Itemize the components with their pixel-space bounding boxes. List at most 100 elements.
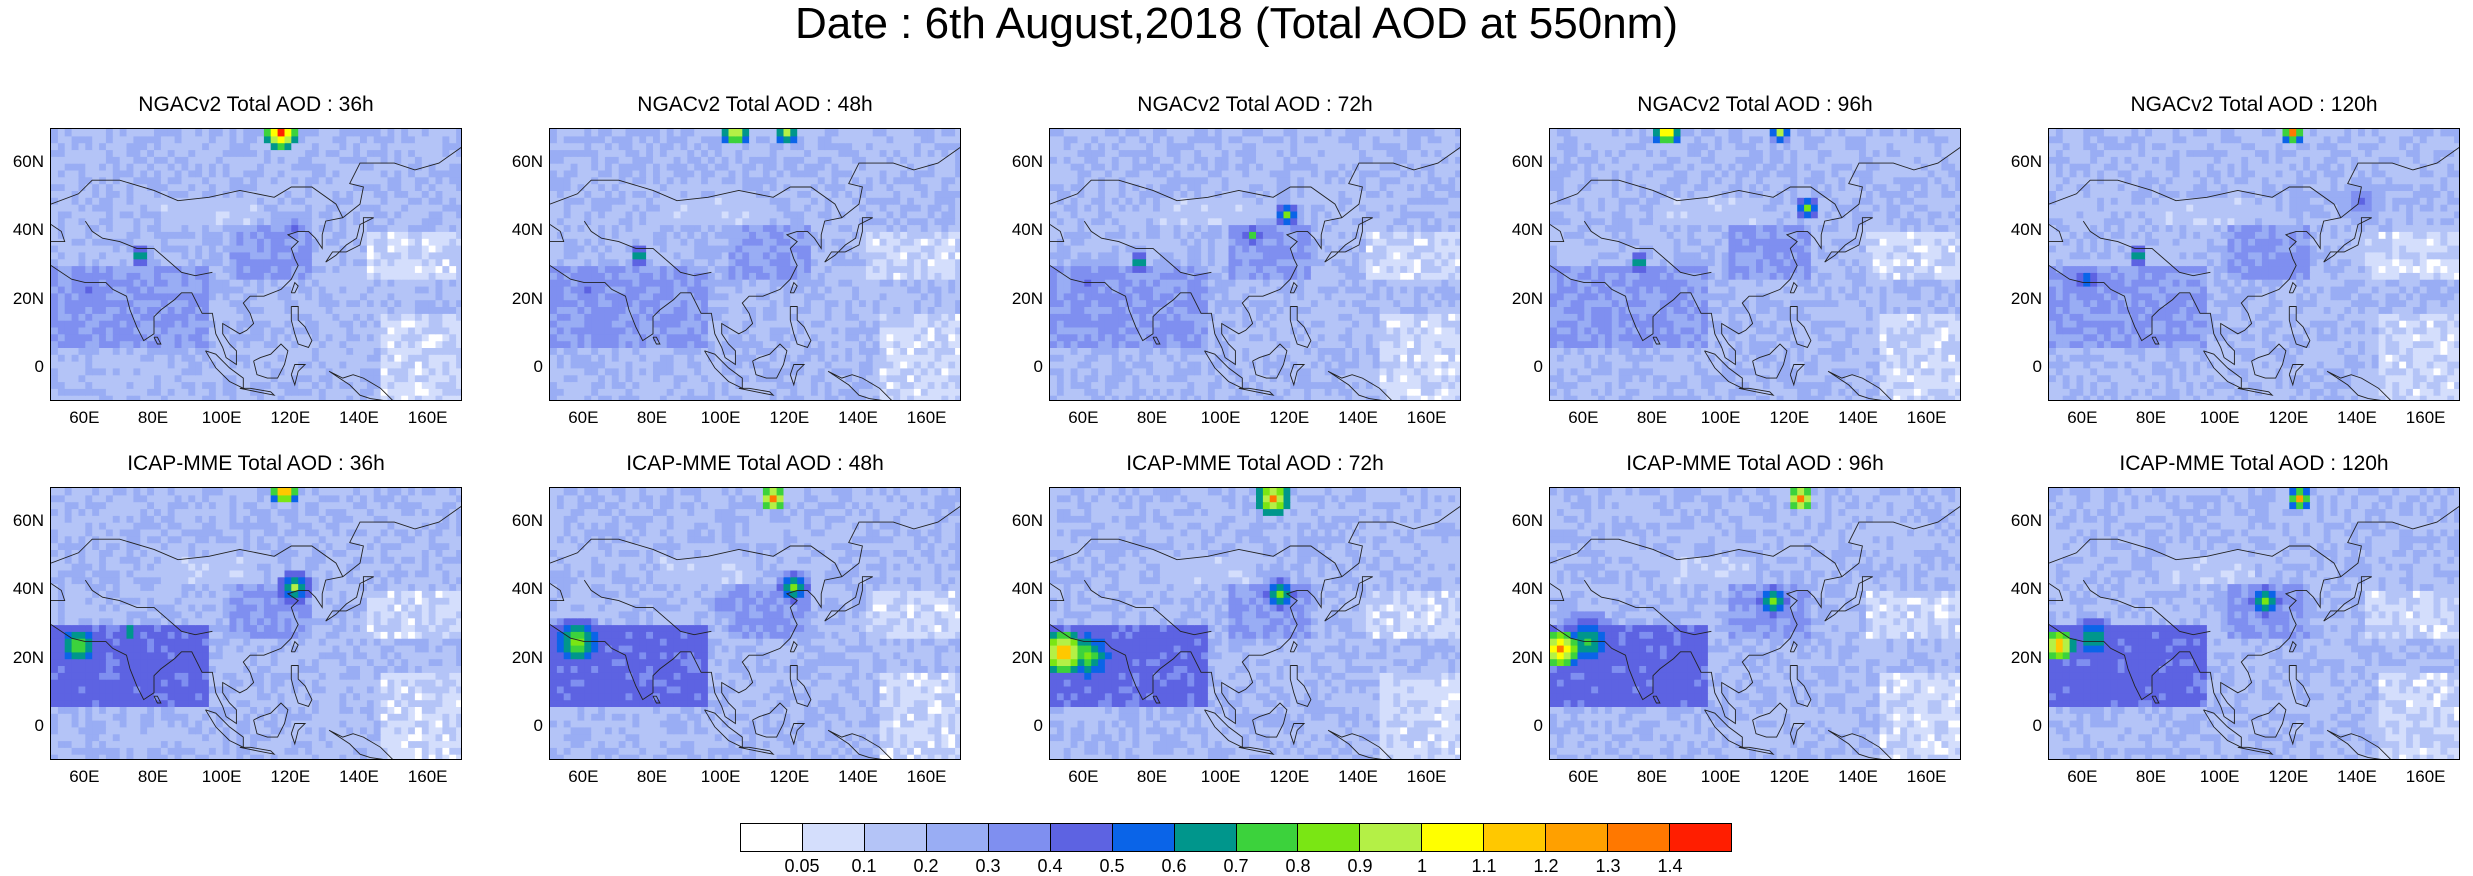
lon-tick-label: 80E	[627, 409, 677, 427]
lon-tick-label: 60E	[558, 768, 608, 786]
aod-field	[2049, 488, 2460, 760]
lat-tick-label: 20N	[1003, 649, 1043, 667]
lat-tick-label: 20N	[503, 649, 543, 667]
lon-tick-label: 100E	[1696, 768, 1746, 786]
aod-field	[1550, 488, 1961, 760]
lon-tick-label: 160E	[403, 409, 453, 427]
lat-tick-label: 40N	[503, 580, 543, 598]
lat-tick-label: 20N	[4, 649, 44, 667]
aod-field	[51, 488, 462, 760]
lon-tick-label: 140E	[1833, 768, 1883, 786]
colorbar-label: 0.2	[906, 857, 946, 875]
colorbar-label: 1.1	[1464, 857, 1504, 875]
panel-title: ICAP-MME Total AOD : 48h	[545, 452, 965, 476]
lat-tick-label: 40N	[1503, 580, 1543, 598]
lat-tick-label: 0	[503, 358, 543, 376]
lat-tick-label: 60N	[1503, 153, 1543, 171]
aod-field	[1050, 129, 1461, 401]
colorbar-swatch	[741, 824, 803, 851]
aod-field	[1050, 488, 1461, 760]
panel-title: ICAP-MME Total AOD : 120h	[2044, 452, 2464, 476]
lat-tick-label: 0	[503, 717, 543, 735]
lat-tick-label: 60N	[4, 512, 44, 530]
aod-field	[550, 488, 961, 760]
aod-map-icap-mme	[1549, 487, 1961, 760]
colorbar-swatch	[1237, 824, 1299, 851]
lon-tick-label: 140E	[1333, 409, 1383, 427]
lat-tick-label: 40N	[503, 221, 543, 239]
colorbar-label: 0.1	[844, 857, 884, 875]
lon-tick-label: 100E	[1196, 768, 1246, 786]
lon-tick-label: 60E	[1558, 409, 1608, 427]
lat-tick-label: 40N	[1003, 221, 1043, 239]
lat-tick-label: 20N	[4, 290, 44, 308]
lat-tick-label: 60N	[1503, 512, 1543, 530]
colorbar-swatch	[1298, 824, 1360, 851]
lat-tick-label: 60N	[4, 153, 44, 171]
lat-tick-label: 40N	[4, 580, 44, 598]
lon-tick-label: 120E	[1264, 409, 1314, 427]
lon-tick-label: 100E	[2195, 409, 2245, 427]
colorbar-label: 0.5	[1092, 857, 1132, 875]
lon-tick-label: 100E	[197, 409, 247, 427]
lon-tick-label: 160E	[902, 409, 952, 427]
panel-title: NGACv2 Total AOD : 72h	[1045, 93, 1465, 117]
colorbar-swatch	[1546, 824, 1608, 851]
aod-field	[550, 129, 961, 401]
colorbar-label: 1.2	[1526, 857, 1566, 875]
lat-tick-label: 60N	[503, 153, 543, 171]
panel-title: ICAP-MME Total AOD : 36h	[46, 452, 466, 476]
colorbar-swatch	[1175, 824, 1237, 851]
lon-tick-label: 60E	[1058, 768, 1108, 786]
aod-map-ngacv2	[50, 128, 462, 401]
lat-tick-label: 20N	[1003, 290, 1043, 308]
colorbar-swatch	[927, 824, 989, 851]
lon-tick-label: 120E	[1764, 768, 1814, 786]
colorbar-swatch	[1360, 824, 1422, 851]
lon-tick-label: 120E	[265, 409, 315, 427]
panel-title: NGACv2 Total AOD : 36h	[46, 93, 466, 117]
lat-tick-label: 40N	[1003, 580, 1043, 598]
lat-tick-label: 0	[4, 358, 44, 376]
aod-map-icap-mme	[50, 487, 462, 760]
lon-tick-label: 100E	[696, 409, 746, 427]
lat-tick-label: 20N	[1503, 290, 1543, 308]
aod-field	[51, 129, 462, 401]
aod-map-ngacv2	[1049, 128, 1461, 401]
lon-tick-label: 100E	[197, 768, 247, 786]
colorbar-swatch	[1422, 824, 1484, 851]
lon-tick-label: 140E	[1333, 768, 1383, 786]
lat-tick-label: 60N	[2002, 153, 2042, 171]
lon-tick-label: 160E	[2401, 768, 2451, 786]
lat-tick-label: 60N	[503, 512, 543, 530]
lat-tick-label: 40N	[2002, 580, 2042, 598]
colorbar-label: 0.7	[1216, 857, 1256, 875]
colorbar-label: 0.6	[1154, 857, 1194, 875]
lat-tick-label: 40N	[1503, 221, 1543, 239]
lon-tick-label: 120E	[2263, 409, 2313, 427]
lon-tick-label: 60E	[1058, 409, 1108, 427]
lat-tick-label: 0	[1503, 717, 1543, 735]
colorbar-label: 1	[1402, 857, 1442, 875]
lon-tick-label: 100E	[696, 768, 746, 786]
colorbar-swatch	[1608, 824, 1670, 851]
panel-title: NGACv2 Total AOD : 48h	[545, 93, 965, 117]
colorbar-swatch	[1051, 824, 1113, 851]
lat-tick-label: 0	[2002, 358, 2042, 376]
lat-tick-label: 60N	[1003, 512, 1043, 530]
lon-tick-label: 80E	[128, 409, 178, 427]
lat-tick-label: 60N	[1003, 153, 1043, 171]
lon-tick-label: 60E	[558, 409, 608, 427]
lon-tick-label: 120E	[764, 768, 814, 786]
lon-tick-label: 80E	[1627, 768, 1677, 786]
lon-tick-label: 160E	[2401, 409, 2451, 427]
colorbar-label: 0.9	[1340, 857, 1380, 875]
lon-tick-label: 160E	[1402, 409, 1452, 427]
lon-tick-label: 120E	[1764, 409, 1814, 427]
lon-tick-label: 140E	[334, 768, 384, 786]
colorbar-label: 1.3	[1588, 857, 1628, 875]
lat-tick-label: 0	[1503, 358, 1543, 376]
lat-tick-label: 0	[1003, 717, 1043, 735]
aod-field	[2049, 129, 2460, 401]
lat-tick-label: 40N	[2002, 221, 2042, 239]
